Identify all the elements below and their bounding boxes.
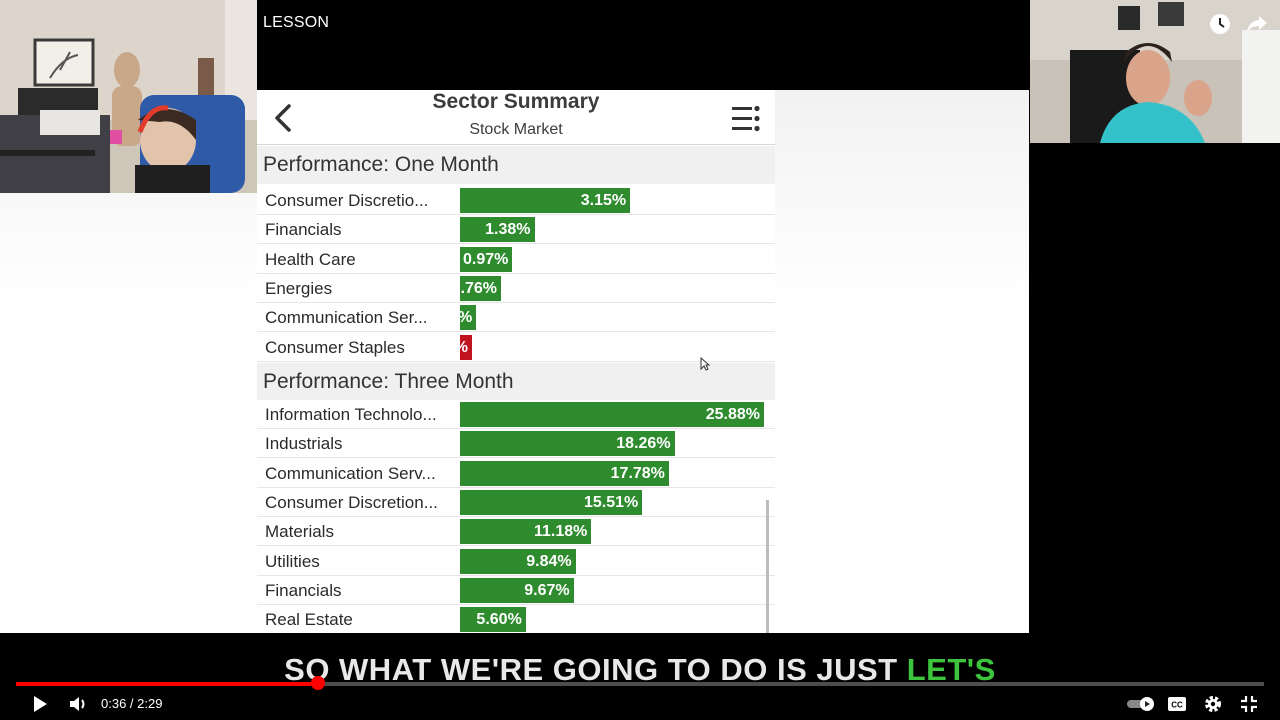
cursor-icon — [700, 356, 711, 371]
sector-name: Energies — [265, 278, 333, 298]
webcam-left — [0, 0, 257, 193]
sector-name: Financials — [265, 580, 342, 600]
scroll-indicator — [766, 500, 769, 633]
performance-bar: 5.60% — [460, 607, 526, 633]
caption-highlight: LET'S — [906, 652, 996, 687]
time-display: 0:36 / 2:29 — [101, 696, 163, 711]
captions-button[interactable]: CC — [1165, 692, 1189, 716]
webcam-right — [1030, 0, 1280, 143]
sector-row[interactable]: Energies .76% — [257, 273, 775, 303]
sector-name: Consumer Discretio... — [265, 191, 429, 210]
sector-name: Real Estate — [265, 610, 353, 630]
sector-row[interactable]: Real Estate 5.60% — [257, 605, 775, 633]
sector-row[interactable]: Financials 1.38% — [257, 215, 775, 245]
autoplay-toggle-icon — [1127, 697, 1154, 711]
sector-name: Utilities — [265, 551, 320, 571]
sector-row[interactable]: Consumer Discretion... 15.51% — [257, 487, 775, 517]
performance-bar: .76% — [460, 275, 502, 301]
app-subtitle: Stock Market — [469, 121, 563, 138]
caption-text: SO WHAT WE'RE GOING TO DO IS JUST — [284, 652, 898, 687]
performance-bar: 9.67% — [460, 577, 574, 603]
sector-row[interactable]: Consumer Discretio... 3.15% — [257, 186, 775, 215]
progress-scrubber[interactable] — [310, 676, 325, 690]
clock-icon — [1210, 14, 1230, 34]
performance-value: 9.67% — [524, 581, 570, 599]
performance-value: 5.60% — [476, 611, 522, 629]
performance-value: 25.88% — [705, 406, 760, 423]
performance-bar: 3.15% — [460, 188, 631, 213]
sector-name: Health Care — [265, 249, 356, 269]
sector-name: Consumer Discretion... — [265, 492, 438, 512]
watch-later-button[interactable] — [1208, 12, 1232, 36]
performance-bar: 11.18% — [460, 519, 592, 545]
subtitle-caption: SO WHAT WE'RE GOING TO DO IS JUST LET'S — [0, 652, 1280, 688]
sector-row[interactable]: Health Care 0.97% — [257, 244, 775, 274]
section-header: Performance: Three Month — [257, 363, 775, 401]
sector-name: Materials — [265, 522, 334, 542]
section-header: Performance: One Month — [257, 146, 775, 184]
performance-value: .76% — [460, 279, 498, 297]
autoplay-toggle[interactable] — [1125, 692, 1157, 716]
svg-text:CC: CC — [1171, 701, 1183, 710]
performance-value: 15.51% — [583, 493, 639, 511]
sector-row[interactable]: Financials 9.67% — [257, 575, 775, 605]
sector-row[interactable]: Communication Serv... 17.78% — [257, 458, 775, 488]
performance-value: % — [460, 305, 472, 330]
menu-button[interactable] — [730, 104, 762, 134]
app-title: Sector Summary — [432, 90, 600, 113]
sector-name: Consumer Staples — [265, 337, 405, 357]
performance-bar: 18.26% — [460, 431, 675, 457]
captions-icon: CC — [1168, 697, 1186, 711]
performance-value: 0.97% — [463, 250, 509, 268]
share-icon — [1247, 16, 1267, 32]
sector-name: Communication Serv... — [265, 463, 436, 483]
volume-icon — [70, 697, 85, 711]
sector-row[interactable]: Information Technolo... 25.88% — [257, 400, 775, 429]
performance-bar: 17.78% — [460, 460, 669, 486]
sector-name: Communication Ser... — [265, 308, 428, 328]
performance-bar: 15.51% — [460, 489, 643, 515]
performance-value: 3.15% — [580, 192, 627, 209]
performance-value: 18.26% — [616, 435, 671, 453]
share-button[interactable] — [1245, 12, 1269, 36]
video-overlay-title: LESSON — [263, 14, 330, 31]
performance-value: 1.38% — [485, 221, 531, 239]
performance-bar: 0.97% — [460, 246, 513, 272]
performance-value: 17.78% — [610, 464, 665, 482]
performance-value: % — [460, 335, 468, 360]
progress-played — [16, 682, 318, 686]
mouse-cursor — [700, 356, 711, 371]
performance-bar: 1.38% — [460, 217, 535, 243]
performance-value: 9.84% — [526, 552, 572, 570]
list-menu-icon — [732, 105, 760, 132]
play-button[interactable] — [27, 692, 51, 716]
gear-icon — [1205, 696, 1221, 712]
performance-bar: % — [460, 305, 477, 331]
performance-bar: % — [460, 334, 472, 360]
sector-row[interactable]: Communication Ser...% — [257, 303, 775, 333]
play-icon — [34, 696, 47, 712]
exit-fullscreen-icon — [1241, 696, 1257, 712]
video-top-area — [257, 0, 1030, 90]
sector-summary-app: Sector Summary Stock Market Performance:… — [257, 90, 775, 633]
settings-button[interactable] — [1201, 692, 1225, 716]
sector-name: Industrials — [265, 434, 343, 454]
performance-value: 11.18% — [533, 523, 588, 541]
app-header: Sector Summary Stock Market — [257, 90, 775, 145]
sector-name: Financials — [265, 220, 342, 240]
chevron-left-icon — [275, 104, 291, 132]
performance-bar: 9.84% — [460, 548, 576, 574]
sector-row[interactable]: Utilities 9.84% — [257, 546, 775, 576]
volume-button[interactable] — [67, 692, 91, 716]
exit-fullscreen-button[interactable] — [1237, 692, 1261, 716]
back-button[interactable] — [269, 102, 299, 134]
sector-name: Information Technolo... — [265, 405, 437, 424]
performance-bar: 25.88% — [460, 402, 764, 427]
sector-row[interactable]: Materials 11.18% — [257, 517, 775, 547]
sector-row[interactable]: Industrials 18.26% — [257, 429, 775, 459]
sector-row[interactable]: Consumer Staples% — [257, 332, 775, 362]
progress-bar[interactable] — [16, 682, 1264, 686]
